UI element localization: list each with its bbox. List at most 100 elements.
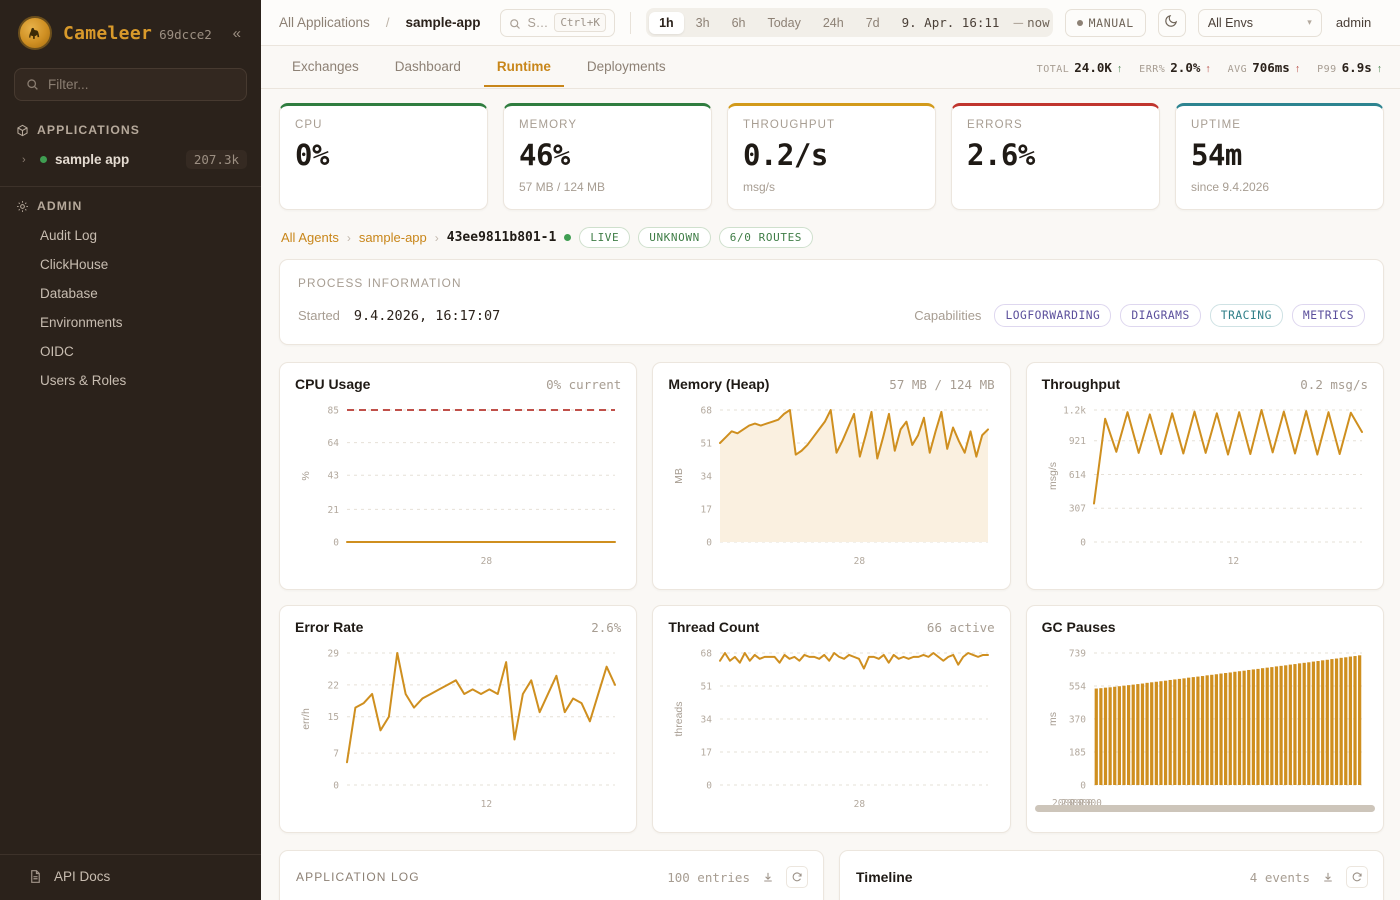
range-1h[interactable]: 1h	[649, 11, 684, 34]
svg-text:12: 12	[481, 799, 492, 810]
refresh-icon[interactable]	[1346, 866, 1368, 888]
breadcrumb-all-agents[interactable]: All Agents	[281, 230, 339, 245]
svg-text:threads: threads	[673, 701, 685, 736]
cube-icon	[16, 124, 29, 137]
chart-card-cpu-usage: CPU Usage 0% current 0 21 43 64 85% 28	[279, 362, 638, 590]
range-dash: —	[1013, 13, 1024, 32]
metric-errors-label: ERRORS	[967, 119, 1023, 131]
tab-dashboard[interactable]: Dashboard	[394, 59, 461, 74]
process-information-title: PROCESS INFORMATION	[298, 276, 462, 290]
sidebar-item-sample-app[interactable]: › sample app 207.3k	[0, 145, 261, 174]
svg-text:64: 64	[328, 438, 340, 449]
metric-throughput-label: THROUGHPUT	[743, 119, 836, 131]
sidebar-item-database[interactable]: Database	[40, 286, 98, 301]
kpi-errpct-value: 2.0%	[1170, 59, 1201, 75]
camel-logo-icon	[18, 16, 52, 50]
svg-text:0: 0	[1080, 538, 1086, 549]
range-from[interactable]: 9. Apr. 16:11	[901, 15, 1000, 30]
breadcrumb-all-applications[interactable]: All Applications	[279, 15, 370, 30]
started-label: Started	[298, 308, 340, 323]
filter-box[interactable]	[14, 68, 247, 101]
chart-plot-thread-count[interactable]: 0 17 34 51 68 threads 28	[668, 639, 994, 819]
sidebar-item-audit-log[interactable]: Audit Log	[40, 228, 98, 243]
refresh-mode-dot-icon	[1076, 19, 1083, 26]
sidebar-item-clickhouse[interactable]: ClickHouse	[40, 257, 109, 272]
search-icon	[509, 17, 521, 29]
chart-plot-gc-pauses[interactable]: 0 185 370 554 739 ms 2000 2000 2000 2000	[1042, 639, 1368, 819]
svg-text:34: 34	[701, 715, 713, 726]
range-24h[interactable]: 24h	[822, 15, 844, 30]
sidebar: Cameleer 69dcce2 « APPLICATIONS ›	[0, 0, 261, 900]
chart-title-throughput: Throughput	[1041, 376, 1121, 392]
refresh-icon[interactable]	[786, 866, 808, 888]
application-log-panel: APPLICATION LOG 100 entries	[279, 850, 824, 900]
refresh-mode-label: MANUAL	[1088, 15, 1134, 30]
kpi-total-value: 24.0K	[1074, 59, 1112, 75]
chart-plot-cpu-usage[interactable]: 0 21 43 64 85% 28	[295, 396, 621, 576]
range-6h[interactable]: 6h	[731, 15, 746, 30]
svg-text:51: 51	[701, 439, 713, 450]
metric-throughput-value: 0.2/s	[743, 138, 828, 172]
svg-text:ms: ms	[1047, 712, 1059, 726]
breadcrumb-sep-icon: ›	[434, 230, 439, 245]
chevrons-left-icon[interactable]: «	[232, 24, 241, 42]
svg-text:921: 921	[1068, 436, 1085, 447]
tab-exchanges[interactable]: Exchanges	[292, 59, 359, 74]
filter-input[interactable]	[48, 77, 235, 92]
chart-horizontal-scrollbar[interactable]	[1034, 805, 1375, 812]
chart-title-memory-heap: Memory (Heap)	[668, 376, 770, 392]
range-3h[interactable]: 3h	[695, 15, 710, 30]
breadcrumb-sep-icon: ›	[346, 230, 351, 245]
sidebar-app-count: 207.3k	[185, 150, 247, 169]
svg-text:2000: 2000	[1079, 798, 1102, 809]
chart-meta-error-rate: 2.6%	[591, 620, 622, 635]
started-value: 9.4.2026, 16:17:07	[353, 307, 501, 324]
range-to[interactable]: now	[1027, 15, 1050, 30]
chevron-down-icon: ▾	[1307, 17, 1312, 27]
brand-name: Cameleer	[63, 22, 153, 44]
svg-text:err/h: err/h	[300, 708, 312, 730]
kpi-avg-trend-icon: ↑	[1294, 62, 1301, 75]
agent-breadcrumb: All Agents › sample-app › 43ee9811b801-1…	[279, 210, 1384, 259]
breadcrumb-agent-app[interactable]: sample-app	[358, 230, 427, 245]
user-menu[interactable]: admin	[1335, 15, 1372, 30]
sidebar-item-users-roles[interactable]: Users & Roles	[40, 373, 127, 388]
kpi-avg: AVG 706ms ↑	[1228, 60, 1300, 75]
tab-runtime[interactable]: Runtime	[483, 47, 564, 87]
sidebar-item-environments[interactable]: Environments	[40, 315, 123, 330]
metric-card-cpu: CPU 0%	[279, 103, 488, 210]
sidebar-item-oidc[interactable]: OIDC	[40, 344, 74, 359]
chart-title-error-rate: Error Rate	[295, 619, 364, 635]
svg-text:0: 0	[1080, 781, 1086, 792]
gear-icon	[16, 200, 29, 213]
chart-plot-error-rate[interactable]: 0 7 15 22 29 err/h 12	[295, 639, 621, 819]
refresh-mode-button[interactable]: MANUAL	[1064, 8, 1146, 37]
svg-text:0: 0	[707, 538, 713, 549]
svg-text:739: 739	[1068, 649, 1085, 660]
chart-plot-throughput[interactable]: 0 307 614 921 1.2k msg/s 12	[1042, 396, 1368, 576]
brand: Cameleer 69dcce2 «	[0, 0, 261, 64]
status-badge-routes: 6/0 ROUTES	[718, 227, 814, 248]
env-select[interactable]: All Envs ▾	[1197, 8, 1322, 37]
sidebar-footer[interactable]: API Docs	[0, 854, 261, 900]
range-7d[interactable]: 7d	[865, 15, 880, 30]
chart-plot-memory-heap[interactable]: 0 17 34 51 68 MB 28	[668, 396, 994, 576]
sidebar-divider	[0, 186, 261, 187]
download-icon[interactable]	[757, 866, 779, 888]
svg-text:51: 51	[701, 682, 713, 693]
metric-card-memory: MEMORY 46% 57 MB / 124 MB	[503, 103, 712, 210]
download-icon[interactable]	[1317, 866, 1339, 888]
chevron-right-icon[interactable]: ›	[22, 153, 26, 166]
chart-title-thread-count: Thread Count	[668, 619, 760, 635]
kpi-p99: P99 6.9s ↑	[1317, 60, 1382, 75]
process-information-row: Started 9.4.2026, 16:17:07 Capabilities …	[298, 304, 1365, 327]
agent-status-dot-icon	[564, 234, 572, 241]
svg-text:1.2k: 1.2k	[1063, 406, 1086, 417]
theme-toggle-button[interactable]	[1157, 8, 1186, 37]
global-search[interactable]: S… Ctrl+K	[500, 8, 616, 37]
tab-deployments[interactable]: Deployments	[586, 59, 666, 74]
time-range-group: 1h 3h 6h Today 24h 7d 9. Apr. 16:11 — no…	[646, 8, 1053, 37]
svg-text:0: 0	[707, 781, 713, 792]
range-today[interactable]: Today	[767, 15, 801, 30]
capability-logforwarding: LOGFORWARDING	[994, 304, 1112, 327]
